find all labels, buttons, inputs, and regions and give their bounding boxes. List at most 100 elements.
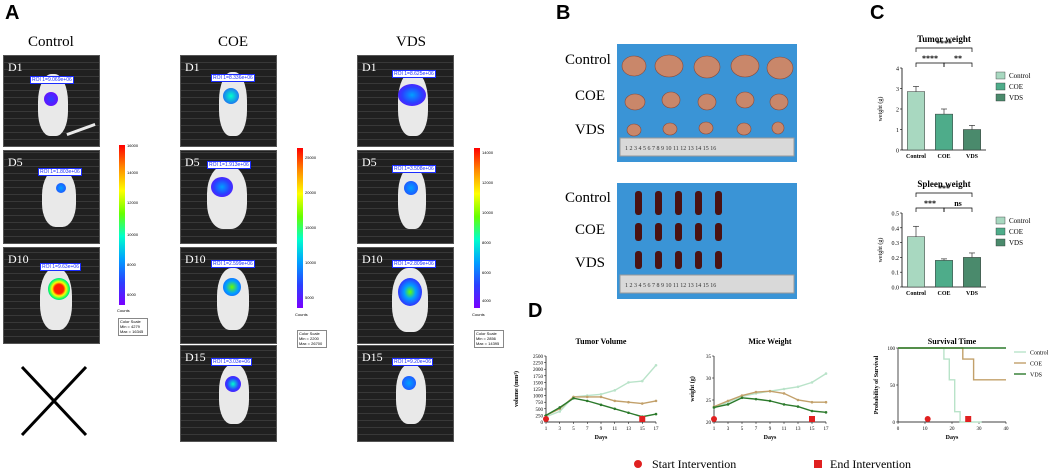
roi-label: ROI 1=8.625e+06 — [392, 70, 436, 78]
legend-label: Control — [1009, 72, 1030, 80]
series-point — [824, 411, 828, 414]
series-point — [627, 411, 630, 415]
y-tick-label: 2000 — [533, 368, 544, 373]
start-intervention-marker — [711, 416, 717, 422]
imaging-control-d10: D10 ROI 1=9.63e+06 — [3, 247, 100, 344]
y-axis-label: weight (g) — [877, 238, 884, 263]
x-tick-label: 10 — [923, 427, 929, 432]
x-tick-label: 9 — [600, 427, 603, 432]
x-tick-label: VDS — [966, 291, 979, 297]
x-tick-label: 17 — [824, 427, 830, 432]
color-scale-min: Min = 4279 — [120, 323, 140, 329]
series-point — [782, 387, 786, 391]
imaging-vds-d5: D5 ROI 1=3.508e+06 — [357, 150, 454, 244]
series-point — [810, 409, 814, 413]
y-tick-label: 4 — [896, 67, 899, 73]
legend-label: VDS — [1009, 94, 1023, 102]
x-tick-label: 20 — [950, 427, 956, 432]
tumor-row-label-coe: COE — [575, 88, 605, 104]
significance-label: ** — [954, 54, 962, 63]
y-tick-label: 0.3 — [892, 241, 900, 247]
y-axis-label: volume (mm³) — [513, 371, 520, 407]
colorbar-tick: 10000 — [127, 232, 139, 237]
series-line — [713, 390, 826, 408]
x-tick-label: 15 — [640, 427, 646, 432]
x-tick-label: 1 — [545, 427, 548, 432]
y-tick-label: 250 — [536, 414, 544, 419]
x-tick-label: 3 — [727, 427, 730, 432]
x-tick-label: 11 — [782, 427, 787, 432]
survival-time-chart: Survival Time 0 50 100 0 10 20 30 40 Days Probabil… — [874, 337, 1049, 441]
start-intervention-marker — [543, 416, 549, 422]
series-point — [768, 389, 772, 393]
series-point — [613, 407, 617, 411]
y-tick-label: 1250 — [533, 388, 544, 393]
color-scale-title: Color Scale — [476, 331, 497, 336]
legend-label: Control — [1009, 217, 1030, 225]
color-scale-title: Color Scale — [120, 319, 141, 324]
start-intervention-label: Start Intervention — [652, 457, 736, 471]
imaging-control-d5: D5 ROI 1=1.803e+06 — [3, 150, 100, 244]
end-intervention-marker — [639, 416, 646, 422]
roi-label: ROI 1=9.069e+06 — [30, 76, 74, 84]
chart-title: Mice Weight — [748, 337, 792, 346]
tumor-row-label-vds: VDS — [575, 122, 606, 138]
series-point — [810, 381, 814, 384]
day-label: D15 — [362, 350, 383, 364]
colorbar-tick: 6000 — [127, 292, 136, 297]
series-point — [810, 400, 814, 404]
y-tick-label: 2 — [896, 108, 899, 114]
series-point — [754, 390, 758, 394]
legend-label: COE — [1009, 83, 1023, 91]
series-point — [654, 399, 658, 403]
col-title-control: Control — [28, 34, 74, 50]
roi-label: ROI 1=1.803e+06 — [38, 168, 82, 176]
tumor-photo-drawing: 1 2 3 4 5 6 7 8 9 10 11 12 13 14 15 16 — [619, 54, 795, 157]
y-tick-label: 30 — [706, 377, 712, 382]
start-intervention-marker — [924, 416, 931, 422]
col-title-vds: VDS — [396, 34, 427, 50]
x-tick-label: 5 — [741, 427, 744, 432]
colorbar-tick: 10000 — [482, 210, 494, 215]
day-label: D5 — [185, 155, 200, 169]
x-tick-label: 3 — [559, 427, 562, 432]
legend-label: COE — [1009, 228, 1023, 236]
roi-label: ROI 1=3.03e+06 — [211, 358, 252, 366]
colorbar-coe — [297, 148, 303, 308]
y-tick-label: 750 — [536, 401, 544, 406]
legend-swatch — [995, 71, 1006, 80]
end-intervention-label: End Intervention — [830, 457, 911, 471]
panel-a-letter: A — [5, 2, 20, 24]
color-scale-title: Color Scale — [299, 331, 320, 336]
colorbar-tick: 8000 — [127, 262, 136, 267]
day-label: D5 — [8, 155, 23, 169]
spleen-photo-drawing: 1 2 3 4 5 6 7 8 9 10 11 12 13 14 15 16 — [619, 191, 795, 294]
y-tick-label: 0 — [896, 149, 899, 155]
bar — [963, 129, 981, 151]
roi-label: ROI 1=3.508e+06 — [392, 165, 436, 173]
x-tick-label: 13 — [796, 427, 802, 432]
legend-label: Control — [1030, 351, 1049, 357]
series-point — [599, 395, 603, 399]
imaging-coe-d15: D15 ROI 1=3.03e+06 — [180, 345, 277, 442]
ruler-label: 1 2 3 4 5 6 7 8 9 10 11 12 13 14 15 16 — [625, 283, 716, 289]
series-point — [796, 405, 800, 408]
series-point — [768, 399, 772, 403]
spleen-photo: 1 2 3 4 5 6 7 8 9 10 11 12 13 14 15 16 — [617, 183, 797, 299]
x-tick-label: COE — [937, 154, 950, 160]
imaging-vds-d1: D1 ROI 1=8.625e+06 — [357, 55, 454, 147]
chart-title: Tumor Volume — [576, 337, 627, 346]
col-title-coe: COE — [218, 34, 248, 50]
series-point — [613, 389, 617, 392]
y-tick-label: 20 — [706, 421, 712, 426]
significance-label: *** — [924, 199, 936, 208]
series-point — [726, 403, 730, 406]
y-tick-label: 2250 — [533, 362, 544, 367]
colorbar-tick: 6000 — [482, 270, 491, 275]
color-scale-max: Max = 26700 — [299, 340, 323, 346]
y-tick-label: 25 — [706, 399, 712, 404]
x-tick-label: 7 — [586, 427, 589, 432]
legend-swatch — [995, 93, 1006, 102]
